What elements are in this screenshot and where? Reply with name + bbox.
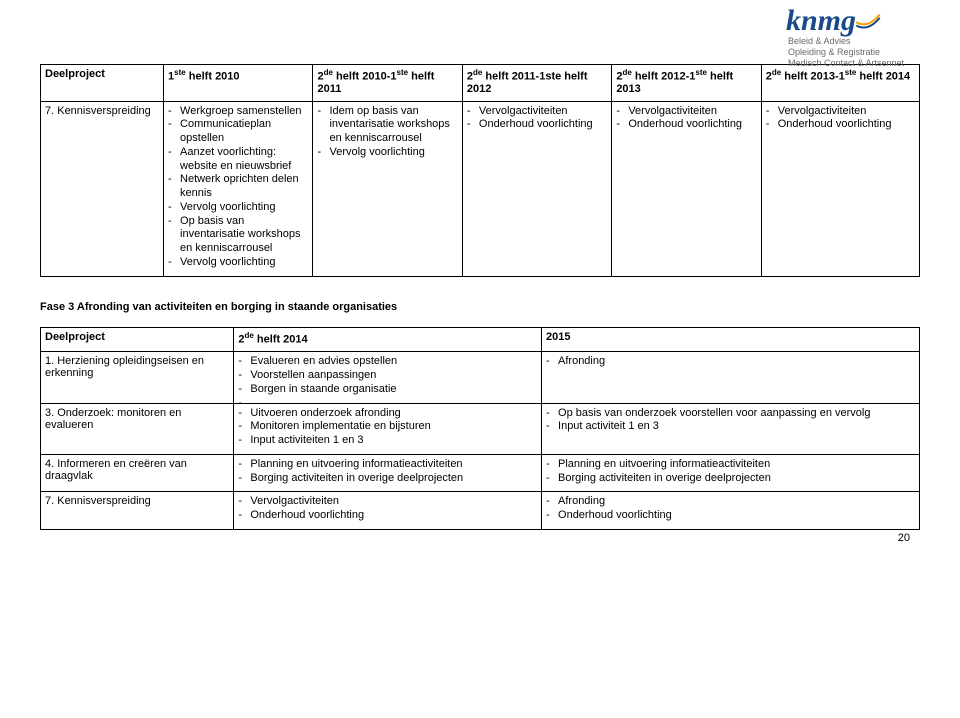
cell-c1: Werkgroep samenstellenCommunicatieplan o… [164, 101, 313, 276]
th-deelproject: Deelproject [41, 65, 164, 102]
list-item: Borgen in staande organisatie [238, 383, 537, 397]
cell-deelproject: 7. Kennisverspreiding [41, 492, 234, 530]
th-col4: 2de helft 2012-1ste helft 2013 [612, 65, 761, 102]
list-item: Vervolgactiviteiten [467, 105, 607, 119]
list-item: Vervolgactiviteiten [238, 495, 537, 509]
cell-deelproject: 7. Kennisverspreiding [41, 101, 164, 276]
table-row: 7. Kennisverspreiding Werkgroep samenste… [41, 101, 920, 276]
table-row: 7. KennisverspreidingVervolgactiviteiten… [41, 492, 920, 530]
th-col2: 2de helft 2010-1ste helft 2011 [313, 65, 462, 102]
list-item: Input activiteiten 1 en 3 [238, 434, 537, 448]
list-item: Op basis van inventarisatie workshops en… [168, 215, 308, 256]
logo-swoosh-icon [855, 6, 881, 32]
cell-c1: Planning en uitvoering informatieactivit… [234, 454, 542, 492]
table-row: 4. Informeren en creëren van draagvlak Pl… [41, 454, 920, 492]
list-item: Borging activiteiten in overige deelproj… [238, 472, 537, 486]
list-item: Onderhoud voorlichting [467, 118, 607, 132]
table2-header-row: Deelproject 2de helft 2014 2015 [41, 327, 920, 352]
logo-sublines: Beleid & Advies Opleiding & Registratie … [788, 37, 904, 69]
list-item: Vervolg voorlichting [317, 146, 457, 160]
th2-col1: 2de helft 2014 [234, 327, 542, 352]
list-item: Onderhoud voorlichting [616, 118, 756, 132]
list-item: Planning en uitvoering informatieactivit… [238, 458, 537, 472]
list-item: Aanzet voorlichting: website en nieuwsbr… [168, 146, 308, 174]
list-item: Onderhoud voorlichting [238, 509, 537, 523]
list-item: Vervolg voorlichting [168, 201, 308, 215]
list-item: Idem op basis van inventarisatie worksho… [317, 105, 457, 146]
cell-c2: Planning en uitvoering informatieactivit… [542, 454, 920, 492]
list-item: Voorstellen aanpassingen [238, 369, 537, 383]
cell-deelproject: 4. Informeren en creëren van draagvlak [41, 454, 234, 492]
list-item: Input activiteit 1 en 3 [546, 420, 915, 434]
cell-c2: Afronding [542, 352, 920, 403]
th2-col2: 2015 [542, 327, 920, 352]
section-title: Fase 3 Afronding van activiteiten en bor… [40, 301, 920, 313]
cell-c2: Idem op basis van inventarisatie worksho… [313, 101, 462, 276]
cell-c3: VervolgactiviteitenOnderhoud voorlichtin… [462, 101, 611, 276]
list-item: Afronding [546, 355, 915, 369]
cell-c1: Evalueren en advies opstellenVoorstellen… [234, 352, 542, 403]
table-header-row: Deelproject 1ste helft 2010 2de helft 20… [41, 65, 920, 102]
list-item: Vervolgactiviteiten [766, 105, 915, 119]
list-item: Netwerk oprichten delen kennis [168, 173, 308, 201]
cell-c1: VervolgactiviteitenOnderhoud voorlichtin… [234, 492, 542, 530]
cell-c2: AfrondingOnderhoud voorlichting [542, 492, 920, 530]
list-item: Vervolgactiviteiten [616, 105, 756, 119]
list-item: Borging activiteiten in overige deelproj… [546, 472, 915, 486]
cell-c4: VervolgactiviteitenOnderhoud voorlichtin… [612, 101, 761, 276]
list-item: Planning en uitvoering informatieactivit… [546, 458, 915, 472]
list-item: Onderhoud voorlichting [546, 509, 915, 523]
logo-block: knmg Beleid & Advies Opleiding & Registr… [786, 4, 904, 70]
list-item: Afronding [546, 495, 915, 509]
logo-sub1: Beleid & Advies [788, 37, 904, 47]
list-item: Evalueren en advies opstellen [238, 355, 537, 369]
list-item: Communicatieplan opstellen [168, 118, 308, 146]
list-item: Uitvoeren onderzoek afronding [238, 407, 537, 421]
th2-deelproject: Deelproject [41, 327, 234, 352]
list-item: Monitoren implementatie en bijsturen [238, 420, 537, 434]
logo-sub3: Medisch Contact & Artsennet [788, 59, 904, 69]
th-col5: 2de helft 2013-1ste helft 2014 [761, 65, 919, 102]
th-col3: 2de helft 2011-1ste helft 2012 [462, 65, 611, 102]
th-col1: 1ste helft 2010 [164, 65, 313, 102]
cell-c5: VervolgactiviteitenOnderhoud voorlichtin… [761, 101, 919, 276]
list-item: Op basis van onderzoek voorstellen voor … [546, 407, 915, 421]
cell-c1: Uitvoeren onderzoek afrondingMonitoren i… [234, 403, 542, 454]
list-item: Onderhoud voorlichting [766, 118, 915, 132]
cell-deelproject: 1. Herziening opleidingseisen en erkenni… [41, 352, 234, 403]
table-row: 1. Herziening opleidingseisen en erkenni… [41, 352, 920, 403]
table-row: 3. Onderzoek: monitoren en evaluerenUitv… [41, 403, 920, 454]
logo-main: knmg [786, 4, 856, 37]
list-item: Vervolg voorlichting [168, 256, 308, 270]
table-phase-cols: Deelproject 1ste helft 2010 2de helft 20… [40, 64, 920, 277]
logo-sub2: Opleiding & Registratie [788, 48, 904, 58]
cell-deelproject: 3. Onderzoek: monitoren en evalueren [41, 403, 234, 454]
table-phase3: Deelproject 2de helft 2014 2015 1. Herzi… [40, 327, 920, 530]
cell-c2: Op basis van onderzoek voorstellen voor … [542, 403, 920, 454]
list-item: Werkgroep samenstellen [168, 105, 308, 119]
page-number: 20 [898, 532, 910, 544]
